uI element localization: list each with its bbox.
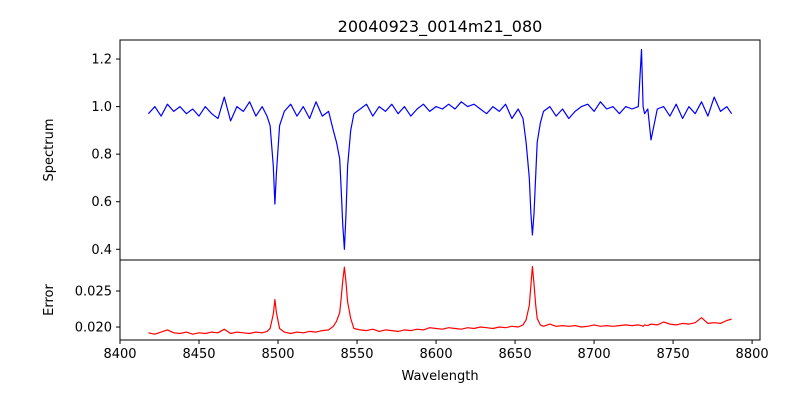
xtick-label: 8450 [182,347,215,362]
chart-title: 20040923_0014m21_080 [338,17,543,37]
error-ylabel: Error [42,284,57,316]
ytick-label: 1.2 [91,53,112,68]
xtick-label: 8500 [261,347,294,362]
xtick-label: 8550 [340,347,373,362]
spectrum-ylabel: Spectrum [42,119,57,182]
xtick-label: 8750 [657,347,690,362]
ytick-label: 0.025 [75,284,112,299]
spectrum-line [147,48,733,250]
x-axis: 8400 8450 8500 8550 8600 8650 8700 8750 8800 [103,340,769,362]
xtick-label: 8700 [578,347,611,362]
xtick-label: 8400 [103,347,136,362]
x-axis-label: Wavelength [401,369,478,384]
error-line [148,265,732,335]
ytick-label: 1.0 [91,100,112,115]
spectrum-axes-frame [119,39,761,261]
ytick-label: 0.020 [75,321,112,336]
ytick-label: 0.6 [91,195,112,210]
error-panel: 0.020 0.025 Error [42,259,761,341]
spectrum-panel: 0.4 0.6 0.8 1.0 1.2 Spectrum [42,39,761,261]
error-axes-frame [119,259,761,341]
xtick-label: 8600 [420,347,453,362]
ytick-label: 0.8 [91,148,112,163]
xtick-label: 8800 [736,347,769,362]
ytick-label: 0.4 [91,243,112,258]
xtick-label: 8650 [499,347,532,362]
